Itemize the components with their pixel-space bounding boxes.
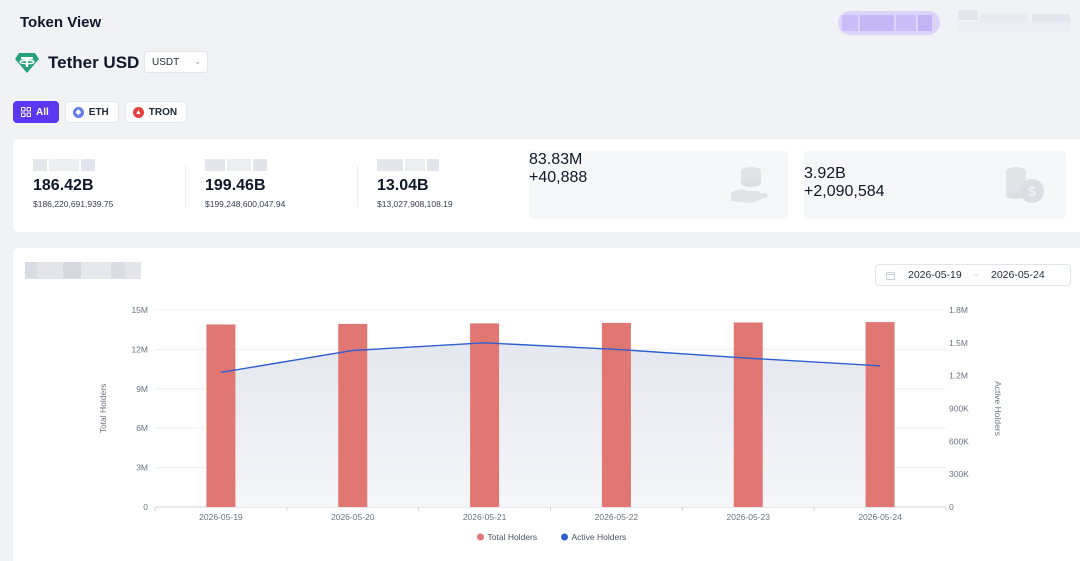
y2-tick-label: 1.2M [949,371,968,381]
redacted-stat-label [33,159,95,171]
y-tick-label: 0 [143,502,148,512]
coins-dollar-icon: $ [1006,167,1044,203]
tab-tron-label: TRON [148,106,178,118]
active-holders-area [220,342,881,507]
y-tick-label: 12M [131,344,148,354]
stats-card: 186.42B $186,220,691,939.75 199.46B $199… [13,139,1080,232]
y-tick-label: 15M [131,305,148,315]
page-title: Token View [20,14,102,31]
y2-tick-label: 300K [949,469,969,479]
chain-filter-tabs: All ◆ ETH ▲ TRON [13,101,188,123]
x-tick-label: 2026-05-22 [595,512,639,522]
y-tick-label: 3M [136,463,148,473]
x-tick-label: 2026-05-19 [199,512,243,522]
redacted-stat-label [377,159,439,171]
holders-chart: 0 3M 6M 9M 12M 15M 0 300K 600K 900K 1.2M 1.5M 1.8M 20… [98,305,1003,542]
svg-text:$: $ [1028,183,1036,199]
x-tick-label: 2026-05-20 [331,512,375,522]
stat-change: +40,888 [529,169,588,186]
tron-icon: ▲ [132,106,144,118]
y2-tick-label: 0 [949,502,954,512]
y-tick-label: 6M [136,423,148,433]
stat-box-holders: 83.83M +40,888 [529,151,788,219]
date-range-picker[interactable]: 2026-05-19 ~ 2026-05-24 [875,264,1071,286]
date-range-separator: ~ [973,270,979,280]
token-header: Tether USD USDT ⌄ [14,50,208,76]
total-holders-bar [733,322,763,507]
tab-tron[interactable]: ▲ TRON [124,101,188,123]
stat-change: +2,090,584 [804,183,885,200]
stat-box-active: 3.92B +2,090,584 $ [804,151,1066,219]
legend-marker-total-holders [477,533,484,541]
total-holders-bar [470,323,500,507]
calendar-icon [886,271,895,280]
total-holders-bar [206,324,236,507]
ethereum-icon: ◆ [72,106,84,118]
y2-tick-label: 600K [949,436,969,446]
y-axis-title: Total Holders [98,384,108,434]
legend-marker-active-holders [561,533,568,541]
tab-all[interactable]: All [13,101,59,123]
legend-label-total-holders: Total Holders [488,532,538,542]
x-tick-label: 2026-05-21 [463,512,507,522]
stat-sub-value: $186,220,691,939.75 [33,199,114,209]
stat-value: 83.83M [529,151,583,168]
total-holders-bar [601,322,631,507]
date-range-start[interactable]: 2026-05-19 [908,269,962,281]
date-range-end[interactable]: 2026-05-24 [990,269,1045,281]
active-holders-line [220,342,881,374]
stat-sub-value: $199,248,600,047.94 [205,199,286,209]
redacted-chart-title [25,262,141,279]
tab-eth-label: ETH [88,106,109,118]
coin-hand-icon [731,167,768,203]
stat-sub-value: $13,027,908,108.19 [377,199,453,209]
tether-logo-icon [15,53,39,73]
stat-value: 3.92B [804,165,846,182]
redacted-header-button[interactable] [838,11,940,35]
total-holders-bar [338,323,368,507]
token-name: Tether USD [48,53,140,72]
tab-eth[interactable]: ◆ ETH [64,101,119,123]
token-symbol-value: USDT [152,56,180,68]
holders-chart-card: 2026-05-19 ~ 2026-05-24 0 3M 6M 9M 12M 15M 0 30… [13,248,1080,561]
chevron-down-icon: ⌄ [194,57,201,66]
stat-value: 186.42B [33,177,94,194]
redacted-stat-label [205,159,267,171]
grid-icon [21,107,31,117]
legend-label-active-holders: Active Holders [572,532,627,542]
x-tick-label: 2026-05-23 [727,512,771,522]
y-tick-label: 9M [136,384,148,394]
stat-value: 13.04B [377,177,429,194]
y2-tick-label: 1.8M [949,305,968,315]
total-holders-bar [865,322,895,507]
x-tick-label: 2026-05-24 [858,512,902,522]
divider [185,165,186,207]
redacted-stat-label [804,151,854,165]
divider [357,165,358,207]
stat-value: 199.46B [205,177,266,194]
y2-tick-label: 1.5M [949,338,968,348]
token-symbol-select[interactable]: USDT ⌄ [144,51,208,73]
tab-all-label: All [36,106,49,118]
redacted-header-account[interactable] [956,10,1074,32]
y2-axis-title: Active Holders [993,381,1003,436]
y2-tick-label: 900K [949,404,969,414]
